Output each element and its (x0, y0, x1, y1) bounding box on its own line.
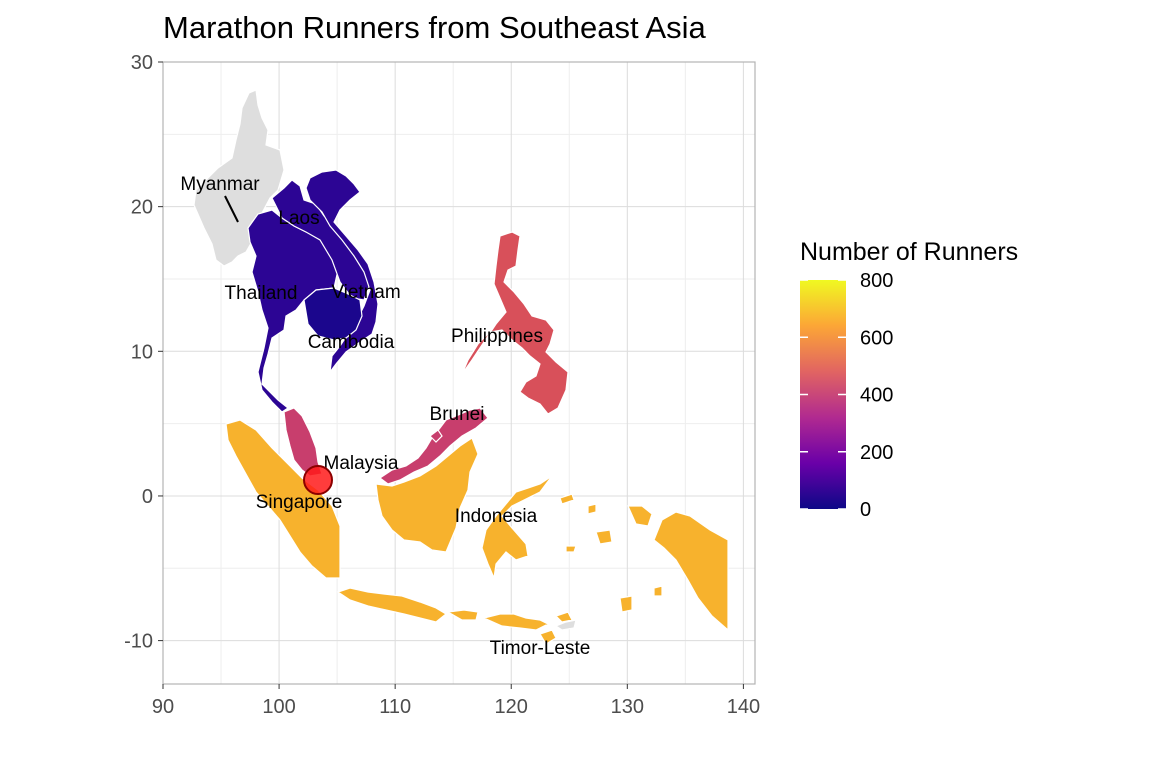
legend-ticks: 0 200 400 600 800 (800, 270, 893, 521)
legend-tick-label: 600 (860, 327, 893, 349)
label-thailand: Thailand (225, 283, 298, 304)
label-indonesia: Indonesia (455, 506, 538, 527)
chart-title: Marathon Runners from Southeast Asia (163, 10, 707, 45)
country-labels: Myanmar Laos Thailand Vietnam Cambodia P… (180, 174, 590, 659)
label-timor-leste: Timor-Leste (490, 638, 591, 659)
myanmar-label-leader (224, 195, 239, 223)
country-philippines (461, 231, 569, 415)
x-axis: 90 100 110 120 130 140 (152, 684, 760, 718)
x-tick-label: 140 (727, 696, 760, 718)
y-tick-label: 20 (131, 197, 153, 219)
label-brunei: Brunei (430, 404, 485, 425)
y-tick-label: 10 (131, 341, 153, 363)
label-malaysia: Malaysia (324, 453, 399, 474)
x-tick-label: 110 (379, 696, 411, 718)
label-philippines: Philippines (451, 326, 543, 347)
x-tick-label: 120 (495, 696, 528, 718)
legend-tick-label: 800 (860, 270, 893, 292)
y-tick-label: 30 (131, 52, 153, 74)
country-myanmar (193, 89, 285, 267)
legend-tick-label: 200 (860, 442, 893, 464)
country-timor-leste (554, 619, 577, 631)
x-tick-label: 100 (262, 696, 295, 718)
y-axis: -10 0 10 20 30 (124, 52, 163, 653)
y-tick-label: -10 (124, 631, 153, 653)
legend-tick-label: 0 (860, 499, 871, 521)
label-singapore: Singapore (256, 492, 343, 513)
label-cambodia: Cambodia (308, 332, 395, 353)
country-cambodia (303, 287, 363, 341)
label-vietnam: Vietnam (331, 282, 400, 303)
legend-title: Number of Runners (800, 238, 1018, 266)
label-laos: Laos (278, 208, 319, 229)
legend-tick-label: 400 (860, 385, 893, 407)
x-tick-label: 90 (152, 696, 174, 718)
plot-border (162, 61, 756, 685)
singapore-marker (303, 465, 333, 495)
y-tick-label: 0 (142, 486, 153, 508)
country-brunei (429, 429, 443, 443)
x-tick-label: 130 (611, 696, 644, 718)
country-layer (193, 89, 729, 645)
country-indonesia (225, 419, 729, 645)
label-myanmar: Myanmar (180, 174, 260, 195)
